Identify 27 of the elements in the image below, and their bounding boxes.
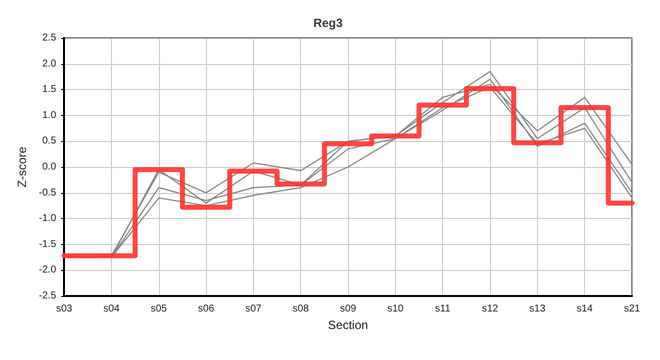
x-tick-label: s09 bbox=[340, 304, 357, 314]
y-tick-label: -1.5 bbox=[38, 238, 57, 250]
y-tick-label: 1.0 bbox=[42, 110, 57, 121]
y-tick-label: 0.5 bbox=[42, 136, 57, 147]
x-tick-label: s21 bbox=[624, 304, 640, 314]
y-tick-label: -1.0 bbox=[38, 213, 57, 224]
x-tick-label: s10 bbox=[387, 304, 404, 314]
x-axis-title: Section bbox=[328, 318, 368, 332]
y-tick-label: 2.0 bbox=[42, 58, 57, 70]
chart-title: Reg3 bbox=[313, 16, 343, 30]
y-tick-label: 0.0 bbox=[42, 162, 57, 172]
x-tick-label: s05 bbox=[150, 304, 168, 314]
x-tick-label: s06 bbox=[198, 304, 215, 314]
y-tick-label: -2.5 bbox=[38, 290, 57, 302]
y-tick-label: -2.0 bbox=[38, 264, 57, 276]
x-tick-label: s13 bbox=[529, 304, 546, 314]
x-tick-label: s07 bbox=[245, 304, 262, 314]
x-tick-label: s14 bbox=[576, 304, 594, 314]
y-tick-label: 2.5 bbox=[42, 32, 57, 44]
y-tick-label: -0.5 bbox=[38, 187, 57, 198]
y-axis-title: Z-score bbox=[15, 146, 29, 188]
x-tick-label: s03 bbox=[56, 304, 73, 314]
y-tick-label: 1.5 bbox=[42, 84, 57, 96]
x-tick-label: s08 bbox=[292, 304, 310, 314]
x-tick-label: s11 bbox=[435, 304, 451, 314]
x-tick-label: s12 bbox=[482, 304, 499, 314]
x-tick-label: s04 bbox=[103, 304, 120, 314]
